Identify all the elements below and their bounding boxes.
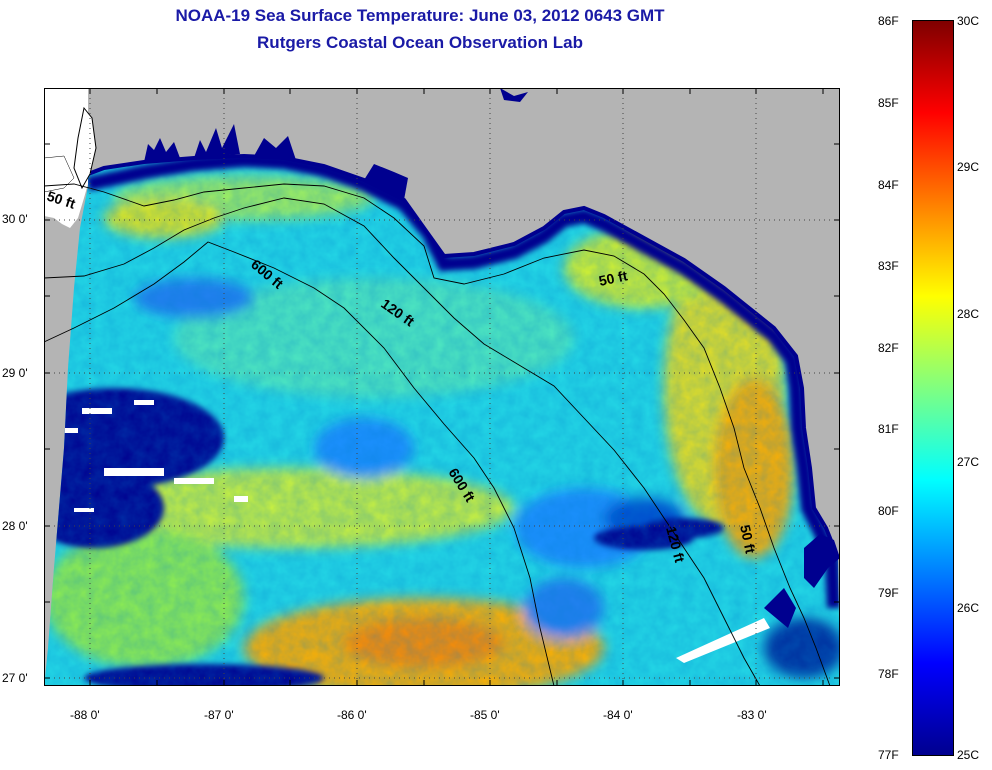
colorbar-f-label: 84F	[878, 178, 899, 192]
contour-label-50ft-south: 50 ft	[737, 523, 759, 555]
temperature-colorbar	[912, 20, 954, 756]
lon-label-84: -84 0'	[603, 708, 633, 722]
contour-600ft	[44, 241, 555, 686]
colorbar-f-label: 80F	[878, 504, 899, 518]
sst-map: 50 ft 600 ft 120 ft 50 ft 600 ft 120 ft …	[44, 88, 840, 686]
lat-label-30: 30 0'	[2, 212, 28, 226]
colorbar-f-label: 78F	[878, 667, 899, 681]
colorbar-c-label: 29C	[957, 160, 980, 174]
lon-label-88: -88 0'	[70, 708, 100, 722]
lat-label-29: 29 0'	[2, 366, 28, 380]
colorbar-f-label: 81F	[878, 422, 899, 436]
colorbar-c-label: 28C	[957, 307, 980, 321]
colorbar-f-label: 79F	[878, 586, 899, 600]
lon-label-87: -87 0'	[204, 708, 234, 722]
colorbar-f-label: 83F	[878, 259, 899, 273]
map-subtitle: Rutgers Coastal Ocean Observation Lab	[257, 33, 583, 52]
contour-120ft	[44, 197, 761, 686]
colorbar-c-label: 26C	[957, 601, 980, 615]
colorbar-f-label: 86F	[878, 14, 899, 28]
lon-label-83: -83 0'	[737, 708, 767, 722]
colorbar-c-label: 30C	[957, 14, 980, 28]
colorbar-f-label: 85F	[878, 96, 899, 110]
lon-label-86: -86 0'	[337, 708, 367, 722]
axis-ticks	[44, 88, 840, 686]
lat-label-28: 28 0'	[2, 519, 28, 533]
contour-50ft-west	[44, 183, 831, 686]
colorbar-f-label: 77F	[878, 748, 899, 762]
colorbar-f-label: 82F	[878, 341, 899, 355]
lon-label-85: -85 0'	[470, 708, 500, 722]
colorbar-c-label: 27C	[957, 455, 980, 469]
map-title: NOAA-19 Sea Surface Temperature: June 03…	[175, 6, 665, 25]
lat-label-27: 27 0'	[2, 671, 28, 685]
contour-label-50ft-east: 50 ft	[597, 267, 629, 289]
colorbar-c-label: 25C	[957, 748, 980, 762]
